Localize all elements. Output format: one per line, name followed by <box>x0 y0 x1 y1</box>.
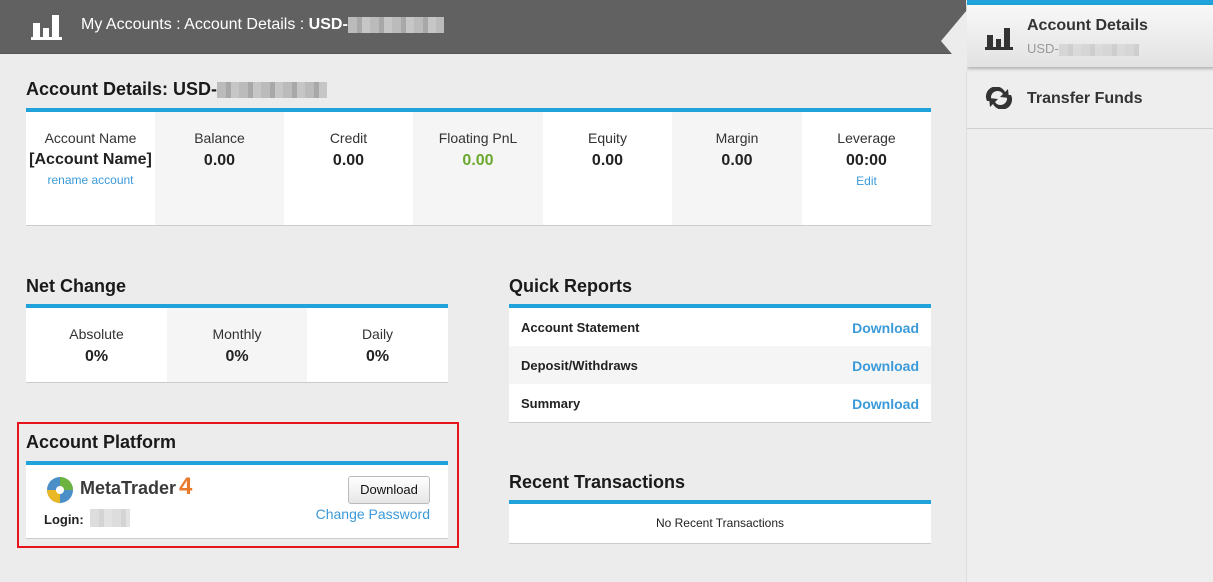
net-change-card: Absolute 0% Monthly 0% Daily 0% <box>26 308 448 383</box>
stat-margin: Margin 0.00 <box>672 112 802 225</box>
highlight-box <box>17 422 459 548</box>
stat-account-name: Account Name [Account Name] rename account <box>26 112 155 225</box>
account-title-text: Account Details: USD- <box>26 79 218 99</box>
recent-transactions-title: Recent Transactions <box>509 472 686 492</box>
net-daily: Daily 0% <box>307 308 448 382</box>
right-sidebar: Account Details USD- Transfer Funds <box>941 0 1213 582</box>
stat-label: Credit <box>329 130 368 146</box>
stat-floating-pnl: Floating PnL 0.00 <box>413 112 543 225</box>
download-link[interactable]: Download <box>852 358 919 374</box>
stat-leverage: Leverage 00:00 Edit <box>802 112 931 225</box>
stat-value: 0% <box>84 348 109 365</box>
stat-value: 0.00 <box>332 152 365 169</box>
account-stats-card: Account Name [Account Name] rename account… <box>26 112 931 226</box>
stat-credit: Credit 0.00 <box>284 112 413 225</box>
stat-label: Margin <box>715 130 759 146</box>
stat-value: [Account Name] <box>29 151 152 168</box>
download-link[interactable]: Download <box>852 396 919 412</box>
section-accent-bar <box>26 304 448 308</box>
edit-leverage-link[interactable]: Edit <box>856 174 877 188</box>
metatrader-logo-text: MetaTrader <box>80 478 177 498</box>
transfer-icon <box>985 87 1013 109</box>
sidebar-sub-text: USD- <box>1027 41 1059 56</box>
account-platform-title: Account Platform <box>26 432 177 452</box>
redacted-login <box>90 509 130 527</box>
bar-chart-icon <box>31 15 62 40</box>
stat-balance: Balance 0.00 <box>155 112 284 225</box>
sidebar-accent <box>967 0 1213 5</box>
download-platform-button[interactable]: Download <box>348 476 430 504</box>
report-row: Summary Download <box>509 384 931 422</box>
stat-label: Absolute <box>69 326 124 342</box>
sidebar-item-sub: USD- <box>1027 41 1139 56</box>
stat-value: 00:00 <box>846 152 887 169</box>
stat-label: Leverage <box>837 130 896 146</box>
stat-value: 0.00 <box>721 152 753 169</box>
quick-reports-title: Quick Reports <box>509 276 633 296</box>
bar-chart-icon <box>985 28 1013 50</box>
section-accent-bar <box>509 500 931 504</box>
section-accent-bar <box>509 304 931 308</box>
stat-label: Balance <box>194 130 245 146</box>
stat-label: Floating PnL <box>438 130 518 146</box>
stat-label: Daily <box>361 326 394 342</box>
stat-label: Account Name <box>44 130 137 146</box>
stat-label: Equity <box>588 130 627 146</box>
recent-transactions-list: No Recent Transactions <box>509 504 931 544</box>
redacted-account-number <box>217 82 328 99</box>
net-monthly: Monthly 0% <box>167 308 307 382</box>
stat-value: 0.00 <box>591 152 624 169</box>
net-absolute: Absolute 0% <box>26 308 167 382</box>
report-row: Deposit/Withdraws Download <box>509 346 931 384</box>
stat-label: Monthly <box>212 326 262 342</box>
metatrader-logo: MetaTrader 4 <box>80 473 192 501</box>
sidebar-item-transfer-funds[interactable]: Transfer Funds <box>967 67 1213 129</box>
net-change-title: Net Change <box>26 276 127 296</box>
breadcrumb-account: USD- <box>308 16 348 33</box>
report-name: Account Statement <box>521 320 640 335</box>
quick-reports-list: Account Statement Download Deposit/Withdr… <box>509 308 931 423</box>
download-link[interactable]: Download <box>852 320 919 336</box>
report-name: Deposit/Withdraws <box>521 358 638 373</box>
report-row: Account Statement Download <box>509 308 931 346</box>
section-accent-bar <box>26 108 931 112</box>
redacted-account-number <box>1058 43 1139 56</box>
rename-account-link[interactable]: rename account <box>47 173 134 187</box>
sidebar-item-label: Account Details <box>1027 17 1148 34</box>
account-details-title: Account Details: USD- <box>26 79 328 100</box>
stat-value: 0% <box>365 348 390 365</box>
redacted-account-number <box>347 16 444 33</box>
sidebar-item-label: Transfer Funds <box>1027 90 1143 107</box>
stat-equity: Equity 0.00 <box>543 112 672 225</box>
report-name: Summary <box>521 396 581 411</box>
stat-value: 0.00 <box>203 152 236 169</box>
sidebar-item-account-details[interactable]: Account Details USD- <box>941 5 1213 72</box>
active-pointer <box>941 10 967 72</box>
stat-value: 0% <box>225 348 249 365</box>
metatrader-logo-number: 4 <box>179 473 193 500</box>
stat-value: 0.00 <box>462 152 494 169</box>
breadcrumb: My Accounts : Account Details : USD- <box>81 16 444 34</box>
login-label: Login: <box>44 512 84 527</box>
empty-message: No Recent Transactions <box>655 516 785 530</box>
section-accent-bar <box>26 461 448 465</box>
top-header: My Accounts : Account Details : USD- <box>0 0 966 54</box>
breadcrumb-path[interactable]: My Accounts : Account Details : <box>81 16 309 33</box>
change-password-link[interactable]: Change Password <box>315 506 430 522</box>
metatrader-logo-icon <box>47 477 73 503</box>
